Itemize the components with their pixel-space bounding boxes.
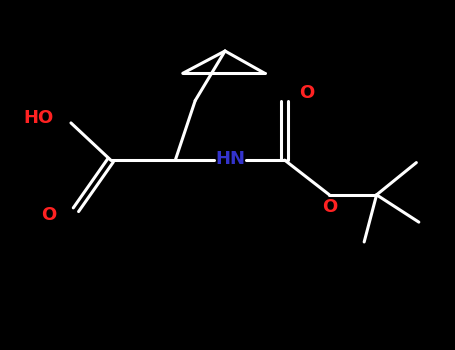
Text: O: O: [299, 84, 315, 102]
Text: O: O: [322, 198, 337, 216]
Text: HO: HO: [23, 109, 54, 127]
Text: O: O: [41, 206, 56, 224]
Text: HN: HN: [215, 150, 245, 168]
